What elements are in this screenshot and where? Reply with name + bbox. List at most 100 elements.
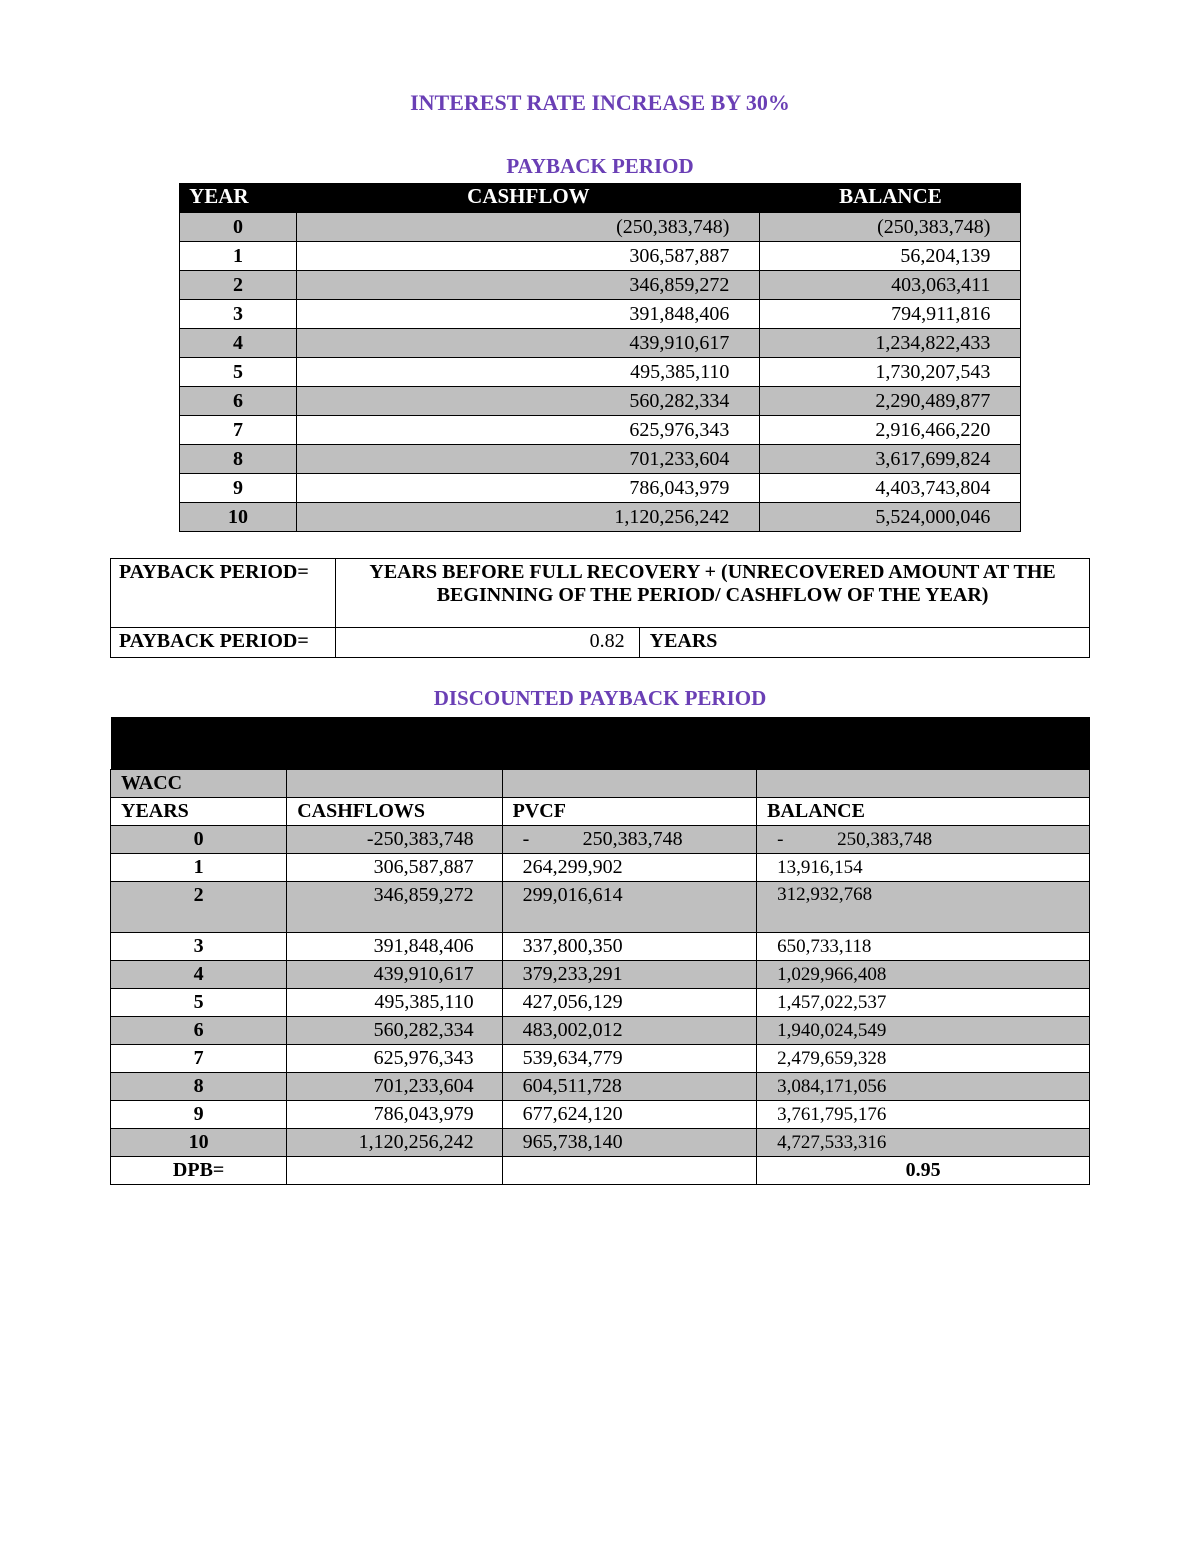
formula-description: YEARS BEFORE FULL RECOVERY + (UNRECOVERE…	[336, 559, 1090, 628]
payback-table: YEAR CASHFLOW BALANCE 0(250,383,748)(250…	[179, 183, 1022, 532]
formula-result-label: PAYBACK PERIOD=	[111, 628, 336, 658]
wacc-row: WACC	[111, 770, 1090, 798]
cell-year: 7	[111, 1045, 287, 1073]
cell-year: 3	[179, 300, 297, 329]
cell-balance: 3,617,699,824	[760, 445, 1021, 474]
payback-header-row: YEAR CASHFLOW BALANCE	[179, 183, 1021, 213]
cell-cashflow: 439,910,617	[287, 961, 502, 989]
table-row: 3391,848,406794,911,816	[179, 300, 1021, 329]
table-row: 9786,043,979677,624,1203,761,795,176	[111, 1101, 1090, 1129]
table-row: 5495,385,110427,056,1291,457,022,537	[111, 989, 1090, 1017]
formula-label: PAYBACK PERIOD=	[111, 559, 336, 628]
cell-pvcf: 483,002,012	[502, 1017, 757, 1045]
col-cashflows: CASHFLOWS	[287, 798, 502, 826]
table-row: 7625,976,343539,634,7792,479,659,328	[111, 1045, 1090, 1073]
cell-pvcf: 299,016,614	[502, 882, 757, 933]
cell-year: 10	[111, 1129, 287, 1157]
cell-cashflow: 625,976,343	[287, 1045, 502, 1073]
cell-cashflow: 346,859,272	[287, 882, 502, 933]
cell-pvcf: 604,511,728	[502, 1073, 757, 1101]
cell-balance: 312,932,768	[757, 882, 1090, 933]
discounted-header-row: YEARS CASHFLOWS PVCF BALANCE	[111, 798, 1090, 826]
cell-year: 1	[111, 854, 287, 882]
table-row: 8701,233,6043,617,699,824	[179, 445, 1021, 474]
table-row: 6560,282,3342,290,489,877	[179, 387, 1021, 416]
discounted-blackbar	[111, 717, 1090, 770]
col-cashflow: CASHFLOW	[297, 183, 760, 213]
page-title: INTEREST RATE INCREASE BY 30%	[110, 90, 1090, 116]
cell-balance: 403,063,411	[760, 271, 1021, 300]
table-row: 101,120,256,2425,524,000,046	[179, 503, 1021, 532]
cell-cashflow: 439,910,617	[297, 329, 760, 358]
cell-cashflow: 560,282,334	[297, 387, 760, 416]
cell-pvcf: -250,383,748	[502, 826, 757, 854]
cell-pvcf: 337,800,350	[502, 933, 757, 961]
cell-cashflow: 1,120,256,242	[287, 1129, 502, 1157]
cell-balance: 4,403,743,804	[760, 474, 1021, 503]
table-row: 101,120,256,242965,738,1404,727,533,316	[111, 1129, 1090, 1157]
table-row: 4439,910,617379,233,2911,029,966,408	[111, 961, 1090, 989]
discounted-table: WACC YEARS CASHFLOWS PVCF BALANCE 0 -250,…	[110, 717, 1090, 1185]
dpb-value: 0.95	[757, 1157, 1090, 1185]
table-row: 9786,043,9794,403,743,804	[179, 474, 1021, 503]
cell-cashflow: 560,282,334	[287, 1017, 502, 1045]
cell-pvcf: 264,299,902	[502, 854, 757, 882]
cell-balance: 1,234,822,433	[760, 329, 1021, 358]
cell-balance: 4,727,533,316	[757, 1129, 1090, 1157]
dpb-row: DPB= 0.95	[111, 1157, 1090, 1185]
cell-balance: 56,204,139	[760, 242, 1021, 271]
cell-balance: 2,916,466,220	[760, 416, 1021, 445]
formula-result-unit: YEARS	[639, 628, 1089, 658]
cell-year: 9	[111, 1101, 287, 1129]
cell-cashflow: 625,976,343	[297, 416, 760, 445]
wacc-label: WACC	[111, 770, 287, 798]
cell-year: 8	[111, 1073, 287, 1101]
cell-balance: 3,084,171,056	[757, 1073, 1090, 1101]
table-row: 5495,385,1101,730,207,543	[179, 358, 1021, 387]
cell-cashflow: 701,233,604	[287, 1073, 502, 1101]
dpb-label: DPB=	[111, 1157, 287, 1185]
cell-cashflow: 346,859,272	[297, 271, 760, 300]
cell-cashflow: 495,385,110	[297, 358, 760, 387]
cell-pvcf: 539,634,779	[502, 1045, 757, 1073]
cell-balance: 1,940,024,549	[757, 1017, 1090, 1045]
cell-balance: (250,383,748)	[760, 213, 1021, 242]
cell-balance: 13,916,154	[757, 854, 1090, 882]
col-balance: BALANCE	[760, 183, 1021, 213]
cell-balance: 1,730,207,543	[760, 358, 1021, 387]
cell-year: 0	[111, 826, 287, 854]
cell-year: 2	[111, 882, 287, 933]
table-row: 2346,859,272403,063,411	[179, 271, 1021, 300]
cell-cashflow: 701,233,604	[297, 445, 760, 474]
cell-cashflow: 306,587,887	[287, 854, 502, 882]
cell-year: 10	[179, 503, 297, 532]
col-pvcf: PVCF	[502, 798, 757, 826]
cell-pvcf: 427,056,129	[502, 989, 757, 1017]
cell-pvcf: 965,738,140	[502, 1129, 757, 1157]
cell-cashflow: 786,043,979	[297, 474, 760, 503]
col-year: YEAR	[179, 183, 297, 213]
cell-balance: 2,290,489,877	[760, 387, 1021, 416]
table-row: 1306,587,887264,299,90213,916,154	[111, 854, 1090, 882]
table-row: 6560,282,334483,002,0121,940,024,549	[111, 1017, 1090, 1045]
table-row: 0-250,383,748-250,383,748-250,383,748	[111, 826, 1090, 854]
table-row: 0(250,383,748)(250,383,748)	[179, 213, 1021, 242]
cell-cashflow: 391,848,406	[287, 933, 502, 961]
cell-balance: -250,383,748	[757, 826, 1090, 854]
cell-pvcf: 677,624,120	[502, 1101, 757, 1129]
cell-year: 7	[179, 416, 297, 445]
cell-year: 2	[179, 271, 297, 300]
payback-heading: PAYBACK PERIOD	[110, 154, 1090, 179]
cell-cashflow: (250,383,748)	[297, 213, 760, 242]
table-row: 8701,233,604604,511,7283,084,171,056	[111, 1073, 1090, 1101]
formula-result-value: 0.82	[336, 628, 639, 658]
col-years: YEARS	[111, 798, 287, 826]
cell-year: 1	[179, 242, 297, 271]
payback-formula-table: PAYBACK PERIOD= YEARS BEFORE FULL RECOVE…	[110, 558, 1090, 658]
cell-year: 9	[179, 474, 297, 503]
cell-balance: 1,457,022,537	[757, 989, 1090, 1017]
cell-year: 5	[111, 989, 287, 1017]
table-row: 7625,976,3432,916,466,220	[179, 416, 1021, 445]
table-row: 4439,910,6171,234,822,433	[179, 329, 1021, 358]
cell-year: 0	[179, 213, 297, 242]
